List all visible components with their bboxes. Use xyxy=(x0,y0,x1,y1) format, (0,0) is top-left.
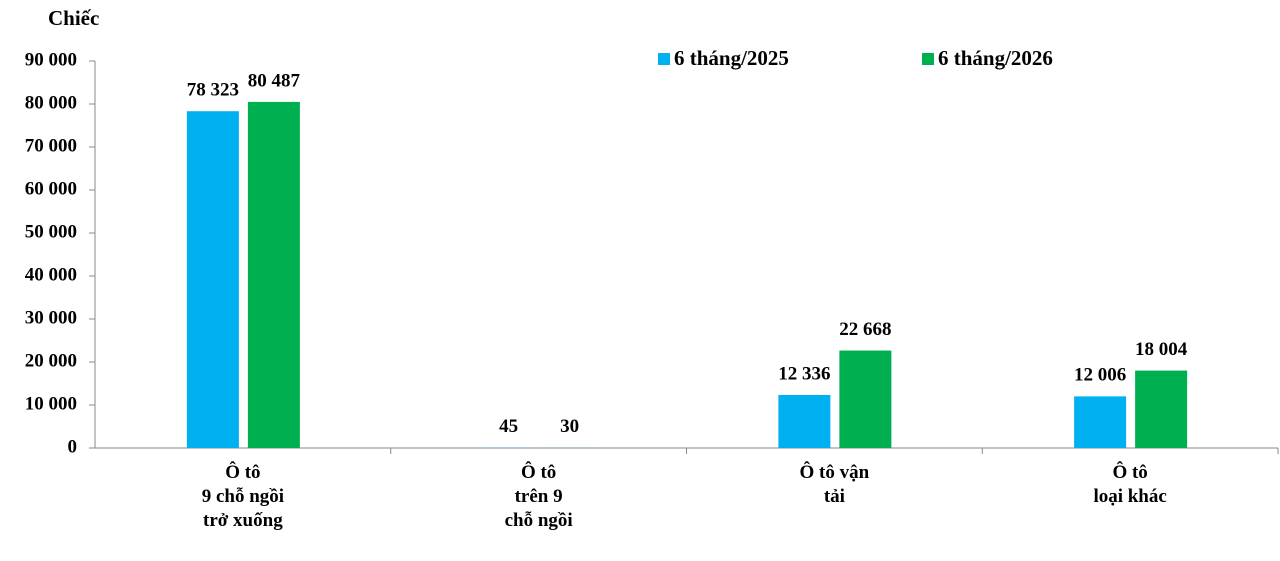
y-tick-label: 20 000 xyxy=(25,350,77,371)
x-tick-label: Ô tô loại khác xyxy=(1093,461,1166,507)
value-label: 45 xyxy=(499,416,518,437)
bar xyxy=(247,101,300,449)
value-label: 18 004 xyxy=(1135,339,1188,360)
legend-label: 6 tháng/2026 xyxy=(938,46,1053,70)
value-label: 78 323 xyxy=(187,80,239,101)
y-tick-label: 70 000 xyxy=(25,135,77,156)
value-label: 30 xyxy=(560,416,579,437)
x-tick-label: Ô tô vận tải xyxy=(800,461,870,507)
y-tick-label: 10 000 xyxy=(25,393,77,414)
value-label: 22 668 xyxy=(839,319,891,340)
y-axis-label: Chiếc xyxy=(48,6,99,30)
legend-swatch xyxy=(922,53,934,65)
value-label: 12 006 xyxy=(1074,365,1126,386)
x-tick-label: Ô tô 9 chỗ ngồi trở xuống xyxy=(202,461,284,531)
y-tick-label: 90 000 xyxy=(25,49,77,70)
y-tick-label: 60 000 xyxy=(25,178,77,199)
value-label: 80 487 xyxy=(248,70,301,91)
bar xyxy=(1074,396,1127,448)
legend-label: 6 tháng/2025 xyxy=(674,46,789,70)
y-tick-label: 40 000 xyxy=(25,264,77,285)
bar xyxy=(1135,370,1188,448)
bar xyxy=(839,350,892,448)
legend-swatch xyxy=(658,53,670,65)
x-tick-label: Ô tô trên 9 chỗ ngồi xyxy=(505,461,573,531)
bar xyxy=(186,111,239,449)
value-label: 12 336 xyxy=(778,363,830,384)
y-tick-label: 0 xyxy=(68,436,78,457)
y-tick-label: 30 000 xyxy=(25,307,77,328)
y-tick-label: 80 000 xyxy=(25,92,77,113)
bar xyxy=(778,394,831,448)
y-tick-label: 50 000 xyxy=(25,221,77,242)
